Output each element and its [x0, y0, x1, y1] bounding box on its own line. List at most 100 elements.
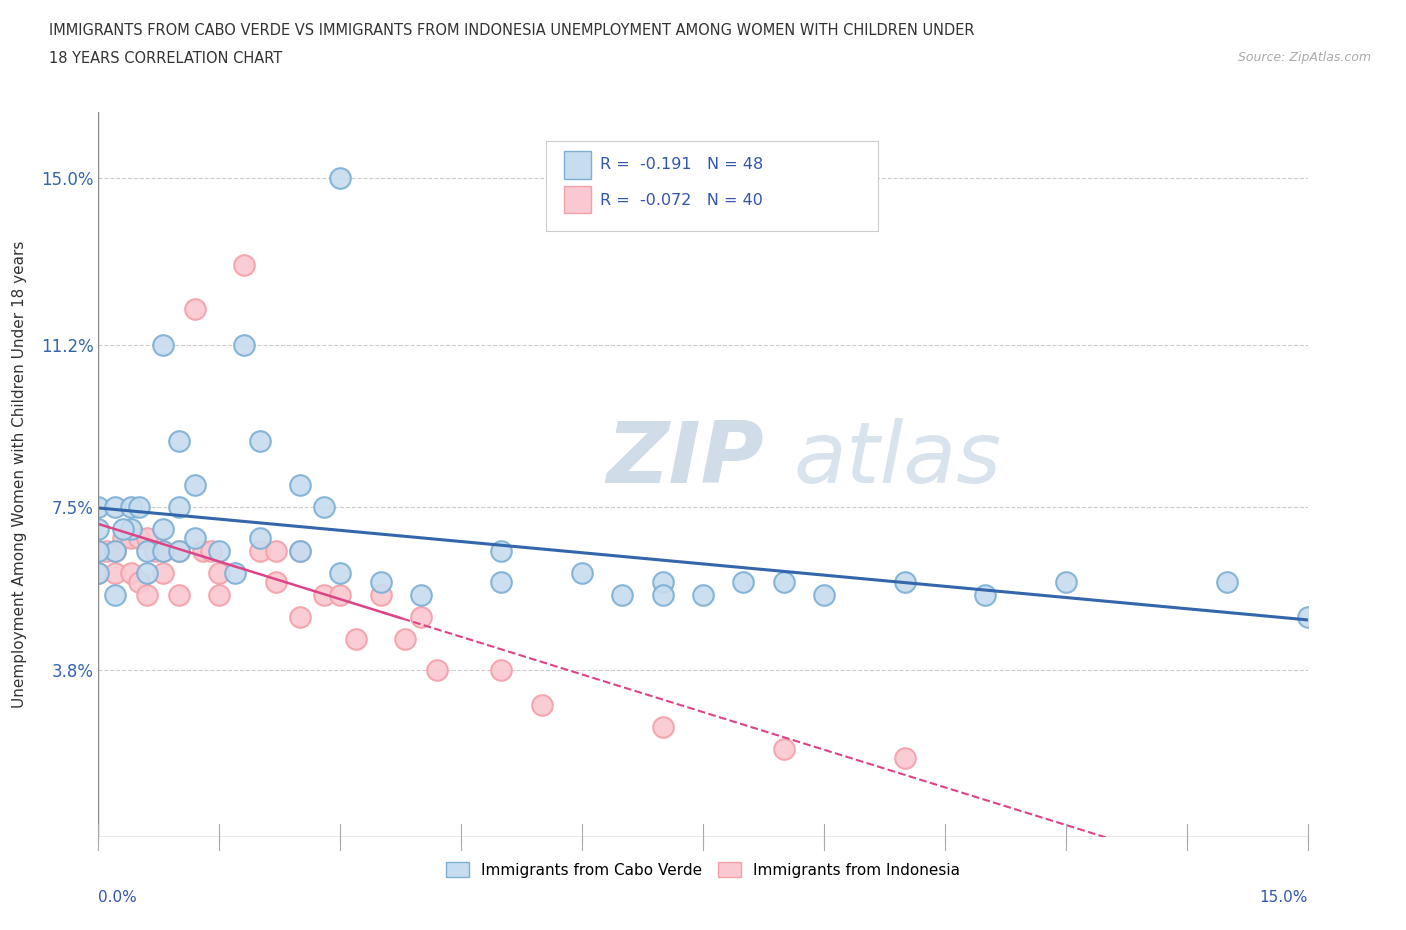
Point — [135, 531, 157, 546]
Point — [772, 575, 794, 590]
Point — [329, 588, 352, 603]
Point — [651, 720, 673, 735]
Point — [264, 544, 287, 559]
Point — [733, 575, 755, 590]
Point — [87, 522, 110, 537]
Bar — [564, 186, 591, 213]
Point — [813, 588, 835, 603]
Point — [103, 588, 125, 603]
Point — [370, 588, 392, 603]
Point — [612, 588, 634, 603]
Point — [167, 544, 190, 559]
Point — [167, 434, 190, 449]
Point — [152, 338, 174, 352]
FancyBboxPatch shape — [546, 140, 879, 232]
Point — [344, 631, 367, 646]
Bar — [564, 152, 591, 179]
Point — [329, 170, 352, 185]
Point — [120, 531, 142, 546]
Point — [288, 544, 311, 559]
Point — [87, 565, 110, 580]
Point — [692, 588, 714, 603]
Point — [409, 610, 432, 625]
Point — [224, 565, 246, 580]
Point — [167, 499, 190, 514]
Point — [103, 544, 125, 559]
Point — [208, 565, 231, 580]
Point — [893, 575, 915, 590]
Point — [651, 575, 673, 590]
Point — [530, 698, 553, 712]
Point — [491, 575, 513, 590]
Point — [1054, 575, 1077, 590]
Point — [232, 258, 254, 272]
Point — [651, 588, 673, 603]
Point — [249, 434, 271, 449]
Point — [184, 531, 207, 546]
Point — [314, 588, 336, 603]
Point — [571, 565, 593, 580]
Point — [128, 531, 150, 546]
Point — [249, 544, 271, 559]
Text: Source: ZipAtlas.com: Source: ZipAtlas.com — [1237, 51, 1371, 64]
Point — [87, 544, 110, 559]
Point — [491, 544, 513, 559]
Point — [409, 588, 432, 603]
Point — [232, 338, 254, 352]
Text: R =  -0.191   N = 48: R = -0.191 N = 48 — [600, 157, 763, 172]
Point — [772, 741, 794, 756]
Point — [314, 499, 336, 514]
Point — [103, 565, 125, 580]
Point — [87, 565, 110, 580]
Point — [103, 544, 125, 559]
Point — [120, 565, 142, 580]
Point — [893, 751, 915, 765]
Point — [370, 575, 392, 590]
Text: ZIP: ZIP — [606, 418, 763, 501]
Text: atlas: atlas — [793, 418, 1001, 501]
Point — [184, 302, 207, 317]
Point — [128, 499, 150, 514]
Point — [184, 478, 207, 493]
Point — [96, 544, 118, 559]
Text: IMMIGRANTS FROM CABO VERDE VS IMMIGRANTS FROM INDONESIA UNEMPLOYMENT AMONG WOMEN: IMMIGRANTS FROM CABO VERDE VS IMMIGRANTS… — [49, 23, 974, 38]
Point — [329, 565, 352, 580]
Point — [974, 588, 997, 603]
Text: 0.0%: 0.0% — [98, 890, 138, 905]
Point — [426, 662, 449, 677]
Point — [288, 544, 311, 559]
Point — [87, 544, 110, 559]
Text: 18 YEARS CORRELATION CHART: 18 YEARS CORRELATION CHART — [49, 51, 283, 66]
Point — [152, 544, 174, 559]
Point — [152, 565, 174, 580]
Text: R =  -0.072   N = 40: R = -0.072 N = 40 — [600, 193, 763, 207]
Point — [152, 522, 174, 537]
Point — [167, 588, 190, 603]
Point — [249, 531, 271, 546]
Point — [167, 544, 190, 559]
Point — [143, 544, 166, 559]
Text: 15.0%: 15.0% — [1260, 890, 1308, 905]
Point — [288, 610, 311, 625]
Point — [128, 575, 150, 590]
Point — [152, 544, 174, 559]
Point — [111, 522, 134, 537]
Y-axis label: Unemployment Among Women with Children Under 18 years: Unemployment Among Women with Children U… — [11, 241, 27, 708]
Point — [111, 531, 134, 546]
Point — [135, 588, 157, 603]
Point — [1216, 575, 1239, 590]
Point — [103, 499, 125, 514]
Point — [135, 565, 157, 580]
Point — [120, 522, 142, 537]
Point — [208, 544, 231, 559]
Point — [208, 588, 231, 603]
Legend: Immigrants from Cabo Verde, Immigrants from Indonesia: Immigrants from Cabo Verde, Immigrants f… — [440, 856, 966, 884]
Point — [394, 631, 416, 646]
Point — [120, 499, 142, 514]
Point — [200, 544, 222, 559]
Point — [1296, 610, 1319, 625]
Point — [491, 662, 513, 677]
Point — [87, 499, 110, 514]
Point — [264, 575, 287, 590]
Point — [135, 544, 157, 559]
